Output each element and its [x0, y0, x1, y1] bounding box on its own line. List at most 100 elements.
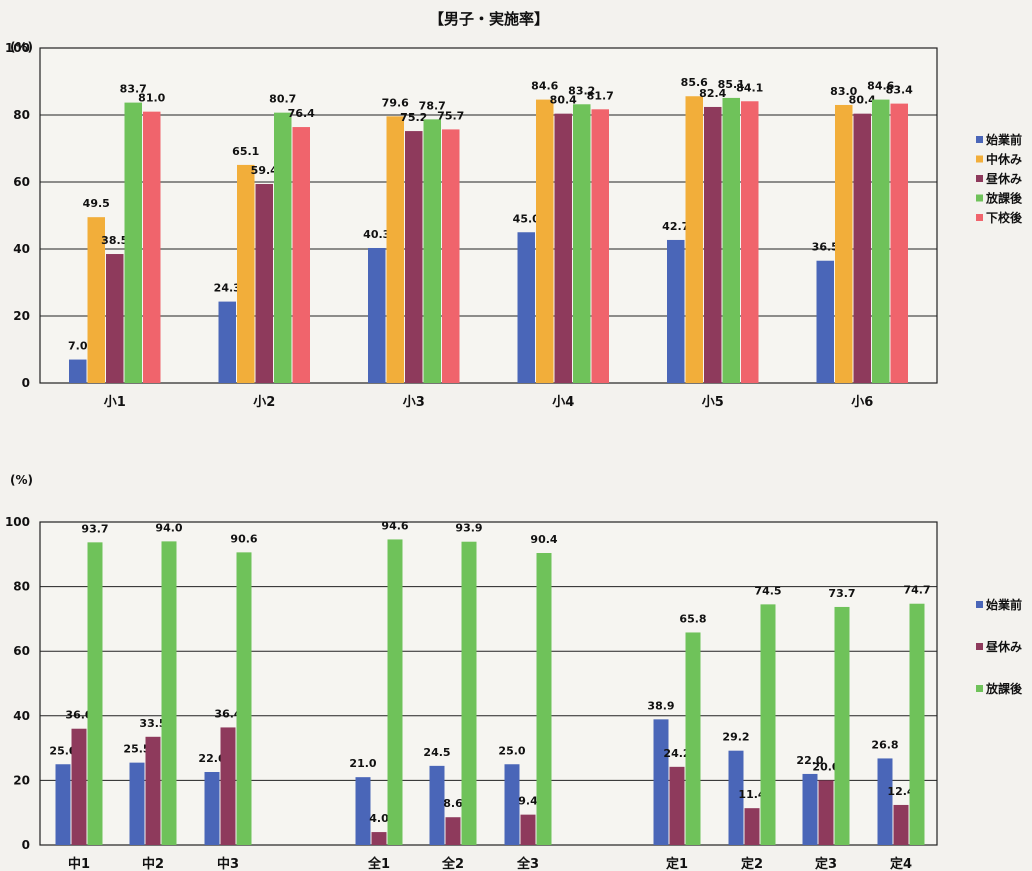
data-label: 94.0	[155, 521, 182, 534]
bar-昼休み	[255, 184, 273, 383]
bar-放課後	[760, 604, 776, 845]
data-label: 22.6	[198, 752, 225, 765]
data-label: 75.7	[437, 109, 464, 122]
data-label: 83.4	[886, 84, 913, 97]
bar-始業前	[816, 260, 834, 383]
data-label: 38.5	[101, 234, 128, 247]
data-label: 85.6	[681, 76, 708, 89]
bar-下校後	[143, 111, 161, 384]
y-tick-label: 80	[13, 580, 30, 594]
chart-junior-high-high: (%) 0 20 40 60 80 100 25.0 36.0 93.7 中1 25.5 33.5 94…	[5, 473, 1023, 871]
x-tick-label: 定1	[665, 856, 688, 871]
bar-放課後	[536, 553, 552, 845]
legend-label: 始業前	[986, 132, 1022, 147]
y-tick-label: 100	[5, 515, 30, 529]
data-label: 80.4	[849, 94, 876, 107]
bar-始業前	[517, 232, 535, 383]
legend-label: 放課後	[985, 681, 1023, 696]
data-label: 42.7	[662, 220, 689, 233]
data-label: 82.4	[699, 87, 726, 100]
bar-昼休み	[554, 113, 572, 383]
bar-放課後	[834, 606, 850, 845]
bar-中休み	[685, 96, 703, 384]
x-tick-label: 中3	[217, 856, 239, 871]
bar-昼休み	[669, 766, 685, 845]
bar-始業前	[218, 301, 236, 383]
x-tick-label: 全1	[367, 856, 390, 871]
data-label: 36.4	[214, 707, 241, 720]
data-label: 65.1	[232, 145, 259, 158]
x-tick-label: 小5	[702, 395, 724, 410]
bar-放課後	[685, 632, 701, 845]
y-tick-label: 20	[13, 309, 30, 323]
x-tick-label: 定4	[889, 856, 912, 871]
bar-中休み	[87, 217, 105, 383]
bar-放課後	[909, 603, 925, 845]
x-tick-label: 中2	[142, 856, 164, 871]
bar-昼休み	[71, 728, 87, 845]
data-label: 81.0	[138, 92, 165, 105]
data-label: 36.5	[812, 241, 839, 254]
data-label: 80.7	[269, 93, 296, 106]
y-tick-label: 20	[13, 773, 30, 787]
bar-昼休み	[145, 736, 161, 845]
data-label: 24.2	[663, 747, 690, 760]
bar-昼休み	[371, 832, 387, 845]
bar-放課後	[161, 541, 177, 845]
data-label: 24.5	[423, 746, 450, 759]
data-label: 33.5	[139, 717, 166, 730]
bar-放課後	[573, 104, 591, 383]
data-label: 74.5	[754, 584, 781, 597]
data-label: 20.0	[812, 760, 839, 773]
x-tick-label: 小1	[104, 395, 126, 410]
legend-swatch	[976, 214, 983, 221]
data-label: 12.4	[887, 785, 914, 798]
data-label: 38.9	[647, 699, 674, 712]
bar-昼休み	[520, 814, 536, 845]
bar-放課後	[872, 99, 890, 383]
bar-昼休み	[818, 780, 834, 845]
legend-label: 昼休み	[985, 639, 1022, 654]
legend-swatch	[976, 155, 983, 163]
bar-昼休み	[893, 804, 909, 845]
data-label: 75.2	[400, 111, 427, 124]
data-label: 84.6	[531, 80, 558, 93]
legend-swatch	[976, 175, 983, 182]
bar-始業前	[429, 765, 445, 845]
legend-swatch	[976, 685, 983, 692]
data-label: 79.6	[382, 96, 409, 109]
x-tick-label: 小4	[552, 395, 574, 410]
data-label: 25.0	[498, 744, 525, 757]
data-label: 90.6	[230, 532, 257, 545]
bar-下校後	[442, 129, 460, 383]
bar-始業前	[69, 359, 87, 383]
data-label: 84.6	[867, 80, 894, 93]
data-label: 8.6	[443, 797, 463, 810]
legend-label: 昼休み	[985, 171, 1022, 186]
data-label: 25.5	[123, 743, 150, 756]
data-label: 84.1	[736, 81, 763, 94]
legend-swatch	[976, 136, 983, 143]
y-tick-label: 60	[13, 175, 30, 189]
bar-放課後	[124, 102, 142, 383]
bar-昼休み	[744, 808, 760, 845]
bar-放課後	[274, 112, 292, 383]
data-label: 7.0	[68, 340, 88, 353]
y-tick-label: 0	[22, 838, 30, 852]
bar-放課後	[236, 552, 252, 845]
data-label: 73.7	[828, 587, 855, 600]
bar-始業前	[504, 764, 520, 845]
data-label: 85.1	[718, 78, 745, 91]
data-label: 90.4	[530, 533, 557, 546]
data-label: 93.9	[455, 522, 482, 535]
bar-放課後	[87, 542, 103, 845]
y-tick-label: 40	[13, 709, 30, 723]
legend-label: 下校後	[986, 210, 1023, 225]
legend-label: 中休み	[986, 152, 1022, 167]
bar-始業前	[802, 773, 818, 845]
bar-始業前	[877, 758, 893, 845]
data-label: 29.2	[722, 731, 749, 744]
y-unit-label: (%)	[10, 40, 33, 54]
data-label: 22.0	[796, 754, 823, 767]
